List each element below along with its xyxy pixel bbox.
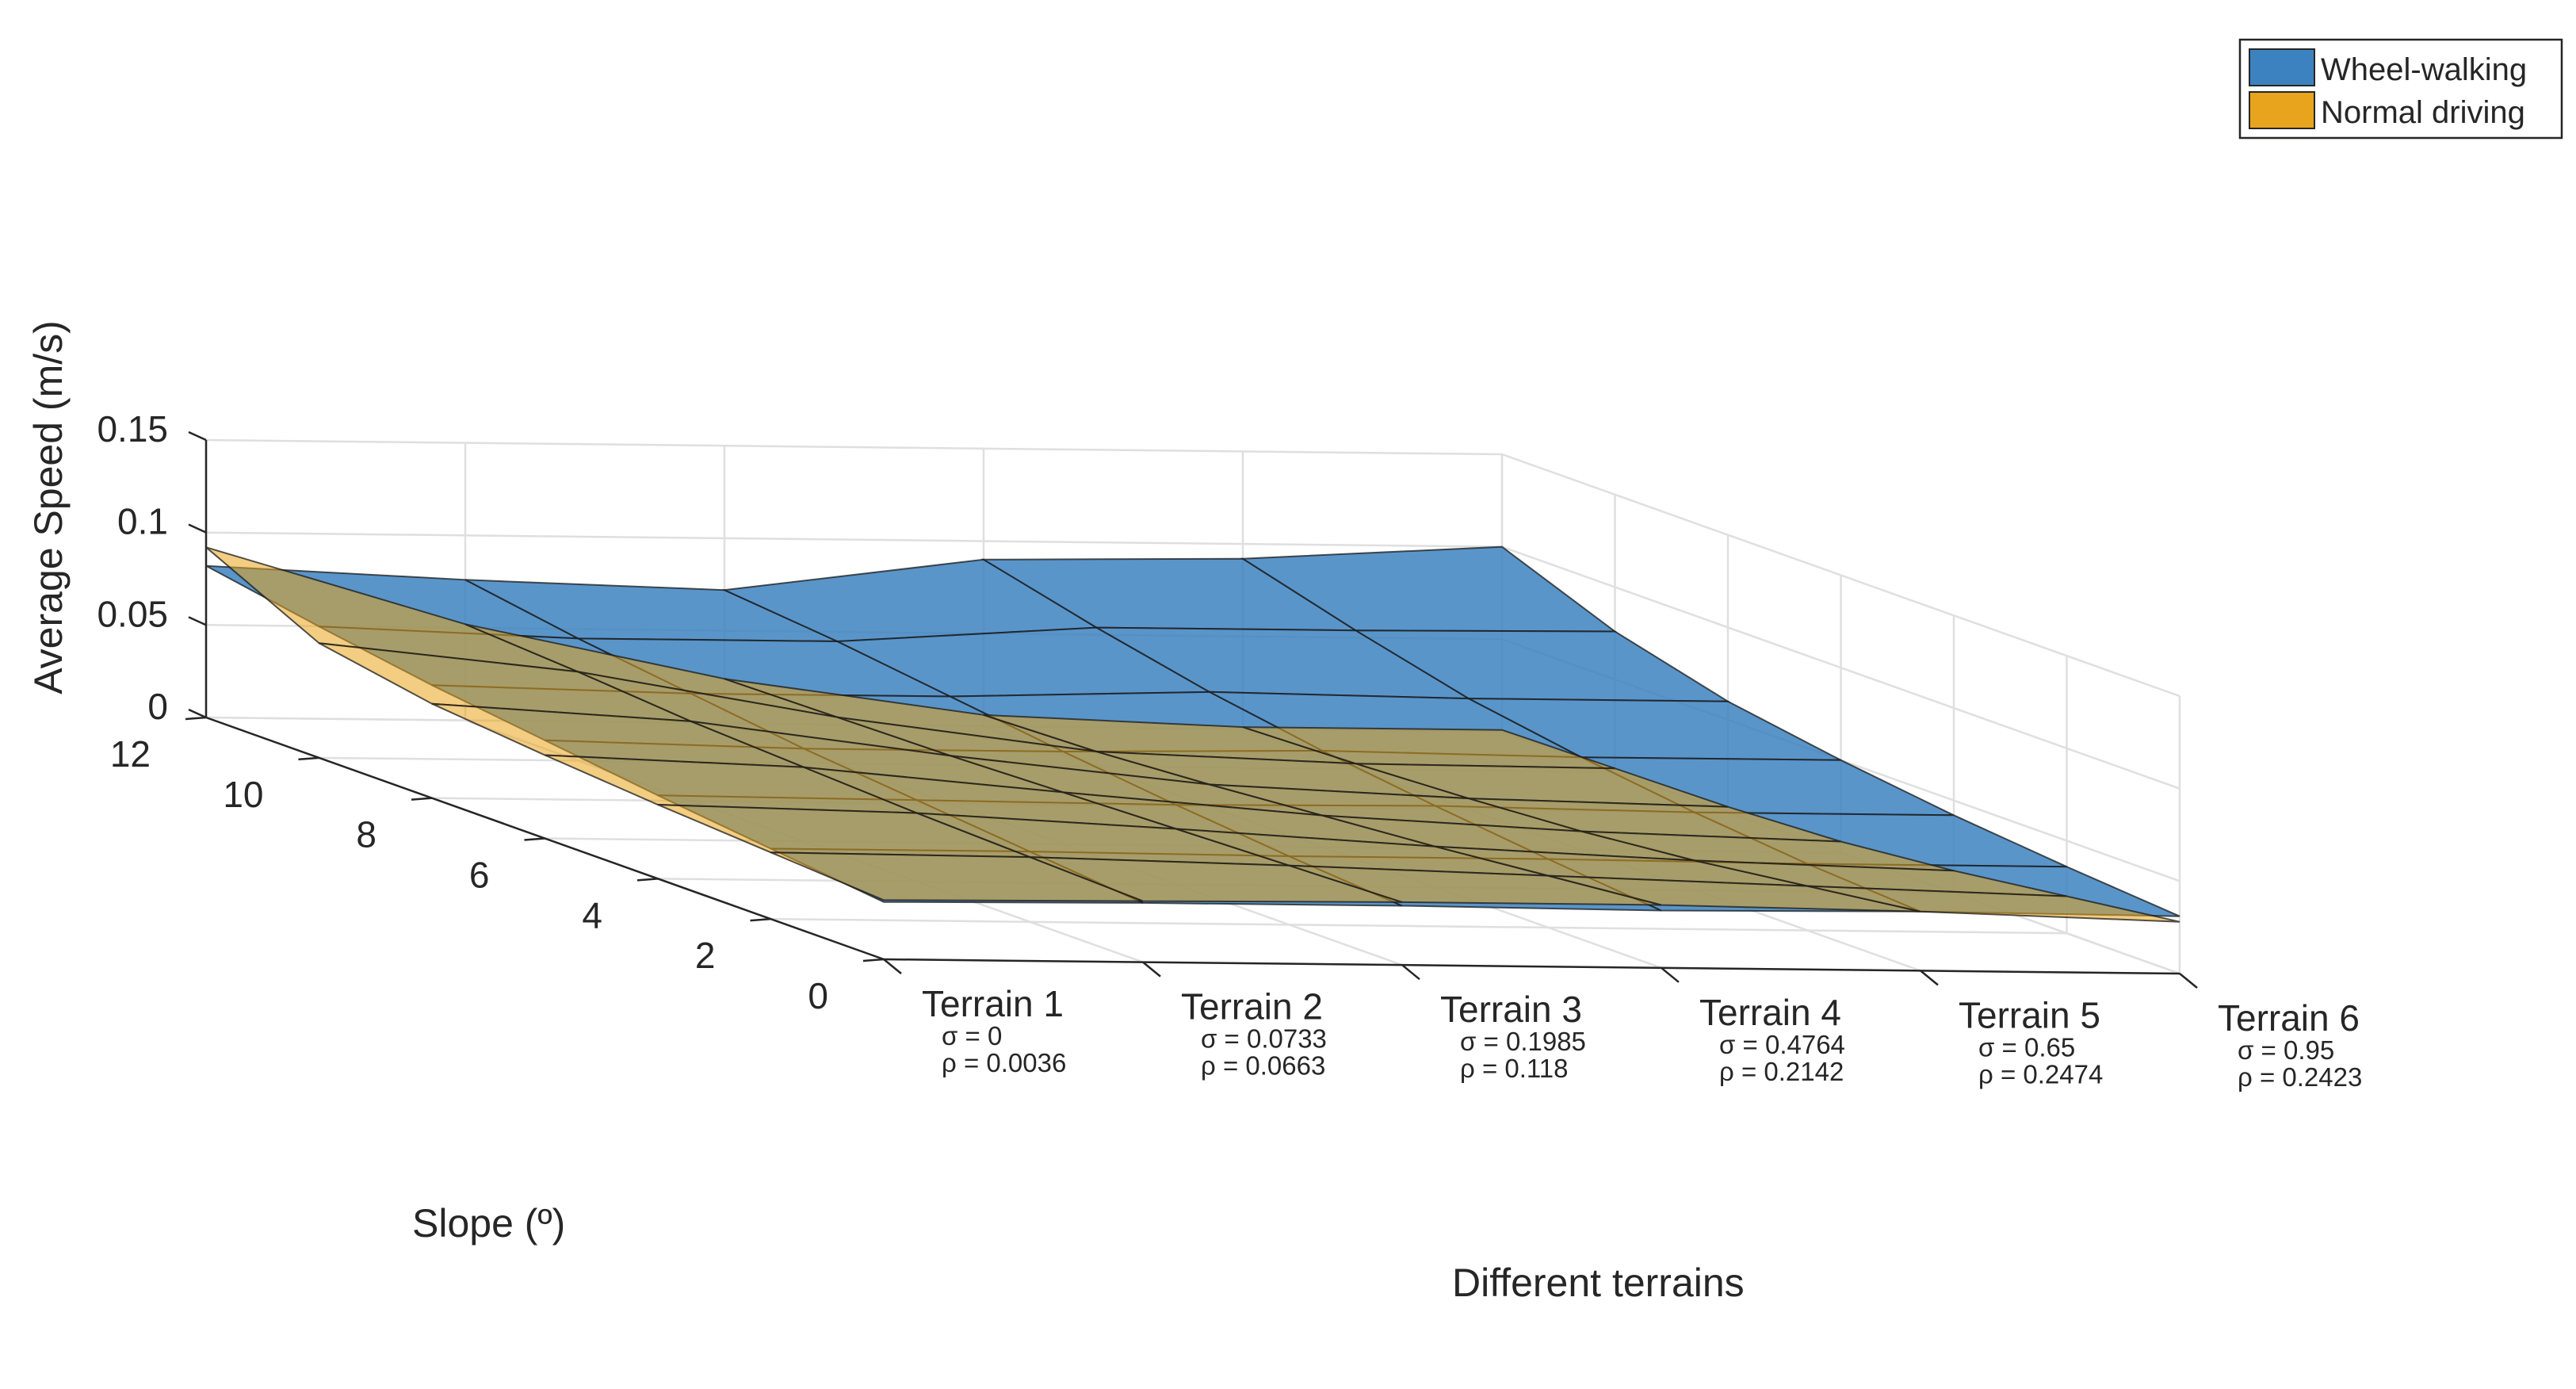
terrain-label-5: Terrain 5 (1959, 994, 2100, 1035)
terrain-label-6: Terrain 6 (2218, 997, 2360, 1039)
slope-tick-label-6: 6 (469, 855, 490, 896)
terrain-rho-2: ρ = 0.0663 (1201, 1051, 1325, 1081)
terrain-sigma-4: σ = 0.4764 (1719, 1030, 1845, 1059)
normal-driving-cell-t5-s0 (1807, 885, 2180, 923)
slope-tick-label-8: 8 (356, 814, 376, 855)
terrain-label-4: Terrain 4 (1699, 992, 1841, 1033)
terrain-rho-3: ρ = 0.118 (1460, 1054, 1569, 1083)
terrain-sigma-6: σ = 0.95 (2238, 1035, 2334, 1065)
slope-tick-label-4: 4 (582, 894, 602, 936)
legend: Wheel-walking Normal driving (2238, 38, 2563, 140)
slope-tick-10 (298, 756, 319, 761)
terrain-tick-6 (2179, 973, 2198, 989)
terrain-sigma-5: σ = 0.65 (1978, 1032, 2075, 1062)
terrain-axis-title: Different terrains (1452, 1261, 1745, 1305)
slope-tick-label-12: 12 (110, 733, 151, 775)
slope-tick-12 (185, 716, 207, 721)
terrain-sigma-2: σ = 0.0733 (1201, 1024, 1327, 1054)
legend-swatch-normal-driving (2249, 91, 2315, 129)
slope-tick-4 (636, 878, 659, 882)
z-tick-label-0.15: 0.15 (97, 408, 168, 450)
terrain-label-2: Terrain 2 (1181, 986, 1323, 1027)
slope-tick-label-10: 10 (223, 774, 263, 815)
terrain-label-1: Terrain 1 (922, 983, 1064, 1024)
grid-floor-slope-2 (770, 917, 2067, 935)
slope-tick-8 (411, 797, 433, 801)
slope-tick-label-2: 2 (695, 935, 716, 976)
terrain-rho-1: ρ = 0.0036 (942, 1048, 1066, 1077)
z-tick-0 (188, 708, 207, 719)
terrain-sigma-3: σ = 0.1985 (1460, 1027, 1586, 1056)
legend-swatch-wheel-walking (2249, 48, 2315, 86)
terrain-rho-4: ρ = 0.2142 (1719, 1057, 1844, 1086)
z-tick-0.15 (188, 430, 207, 442)
z-tick-label-0.1: 0.1 (117, 501, 168, 542)
terrain-tick-1 (883, 959, 902, 974)
legend-entry-wheel-walking: Wheel-walking (2321, 52, 2527, 87)
surfaces (205, 545, 2180, 923)
slope-tick-0 (862, 958, 885, 962)
slope-tick-2 (750, 917, 771, 922)
terrain-tick-4 (1661, 966, 1680, 983)
legend-entry-normal-driving: Normal driving (2321, 95, 2525, 130)
grid-z-0.15 (205, 438, 2180, 698)
terrain-rho-5: ρ = 0.2474 (1978, 1059, 2103, 1089)
axes (185, 430, 2198, 989)
z-tick-label-0: 0 (147, 686, 168, 727)
z-tick-0.1 (188, 523, 207, 534)
terrain-sigma-1: σ = 0 (942, 1021, 1002, 1050)
slope-tick-label-0: 0 (808, 975, 828, 1016)
slope-tick-6 (524, 837, 545, 841)
terrain-label-3: Terrain 3 (1440, 989, 1582, 1030)
z-axis-title: Average Speed (m/s) (26, 320, 71, 694)
slope-axis-title: Slope (º) (412, 1201, 565, 1246)
z-tick-label-0.05: 0.05 (97, 593, 168, 634)
terrain-tick-2 (1142, 961, 1161, 978)
terrain-axis-line (883, 958, 2180, 975)
terrain-tick-5 (1920, 970, 1939, 986)
z-tick-0.05 (188, 616, 207, 626)
terrain-tick-3 (1401, 964, 1420, 981)
terrain-rho-6: ρ = 0.2423 (2238, 1062, 2362, 1092)
